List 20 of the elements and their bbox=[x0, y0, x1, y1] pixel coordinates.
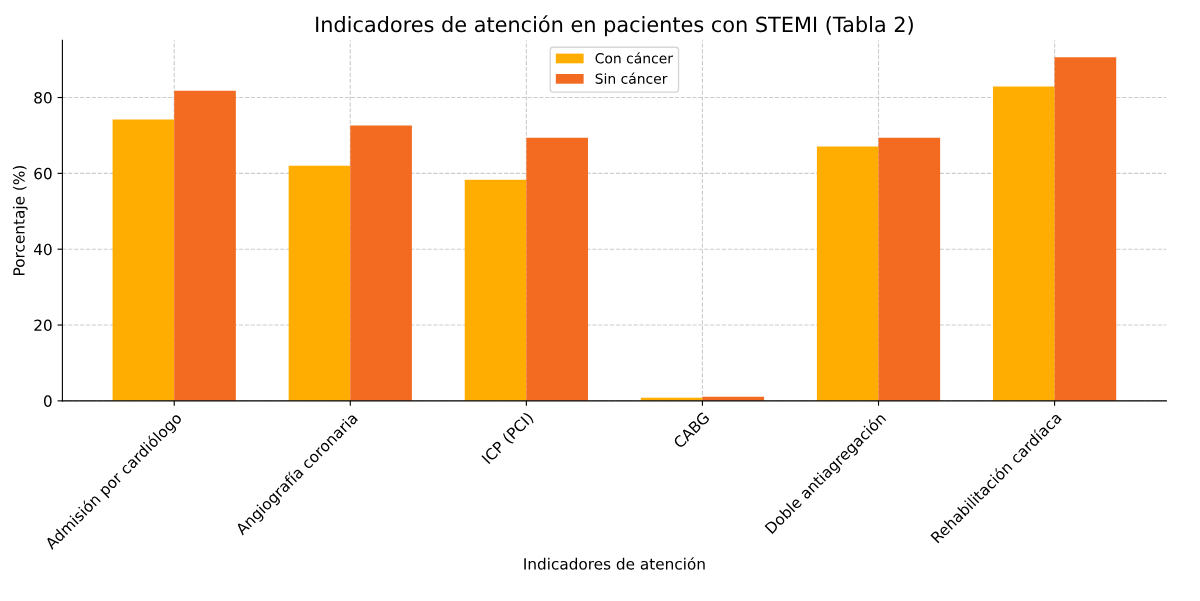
y-tick-label: 80 bbox=[34, 91, 52, 104]
bar bbox=[526, 137, 588, 401]
chart-title: Indicadores de atención en pacientes con STEMI (Tabla 2) bbox=[316, 15, 913, 37]
y-tick-label: 20 bbox=[34, 319, 52, 332]
y-tick-label: 0 bbox=[43, 395, 52, 407]
y-tick-label: 40 bbox=[33, 243, 52, 256]
legend-label: Sin cáncer bbox=[595, 72, 668, 84]
bar bbox=[288, 165, 351, 401]
bar bbox=[174, 90, 236, 401]
x-axis-title: Indicadores de atención bbox=[524, 557, 705, 570]
bar bbox=[1054, 57, 1117, 401]
bar bbox=[350, 125, 412, 401]
bar bbox=[992, 86, 1055, 401]
legend-label: Con cáncer bbox=[595, 52, 673, 64]
y-axis-title: Porcentaje (%) bbox=[12, 166, 28, 275]
bar bbox=[112, 119, 175, 401]
bar bbox=[878, 137, 941, 401]
y-tick-label: 60 bbox=[34, 167, 52, 180]
bar bbox=[816, 146, 879, 401]
bar bbox=[464, 179, 527, 401]
